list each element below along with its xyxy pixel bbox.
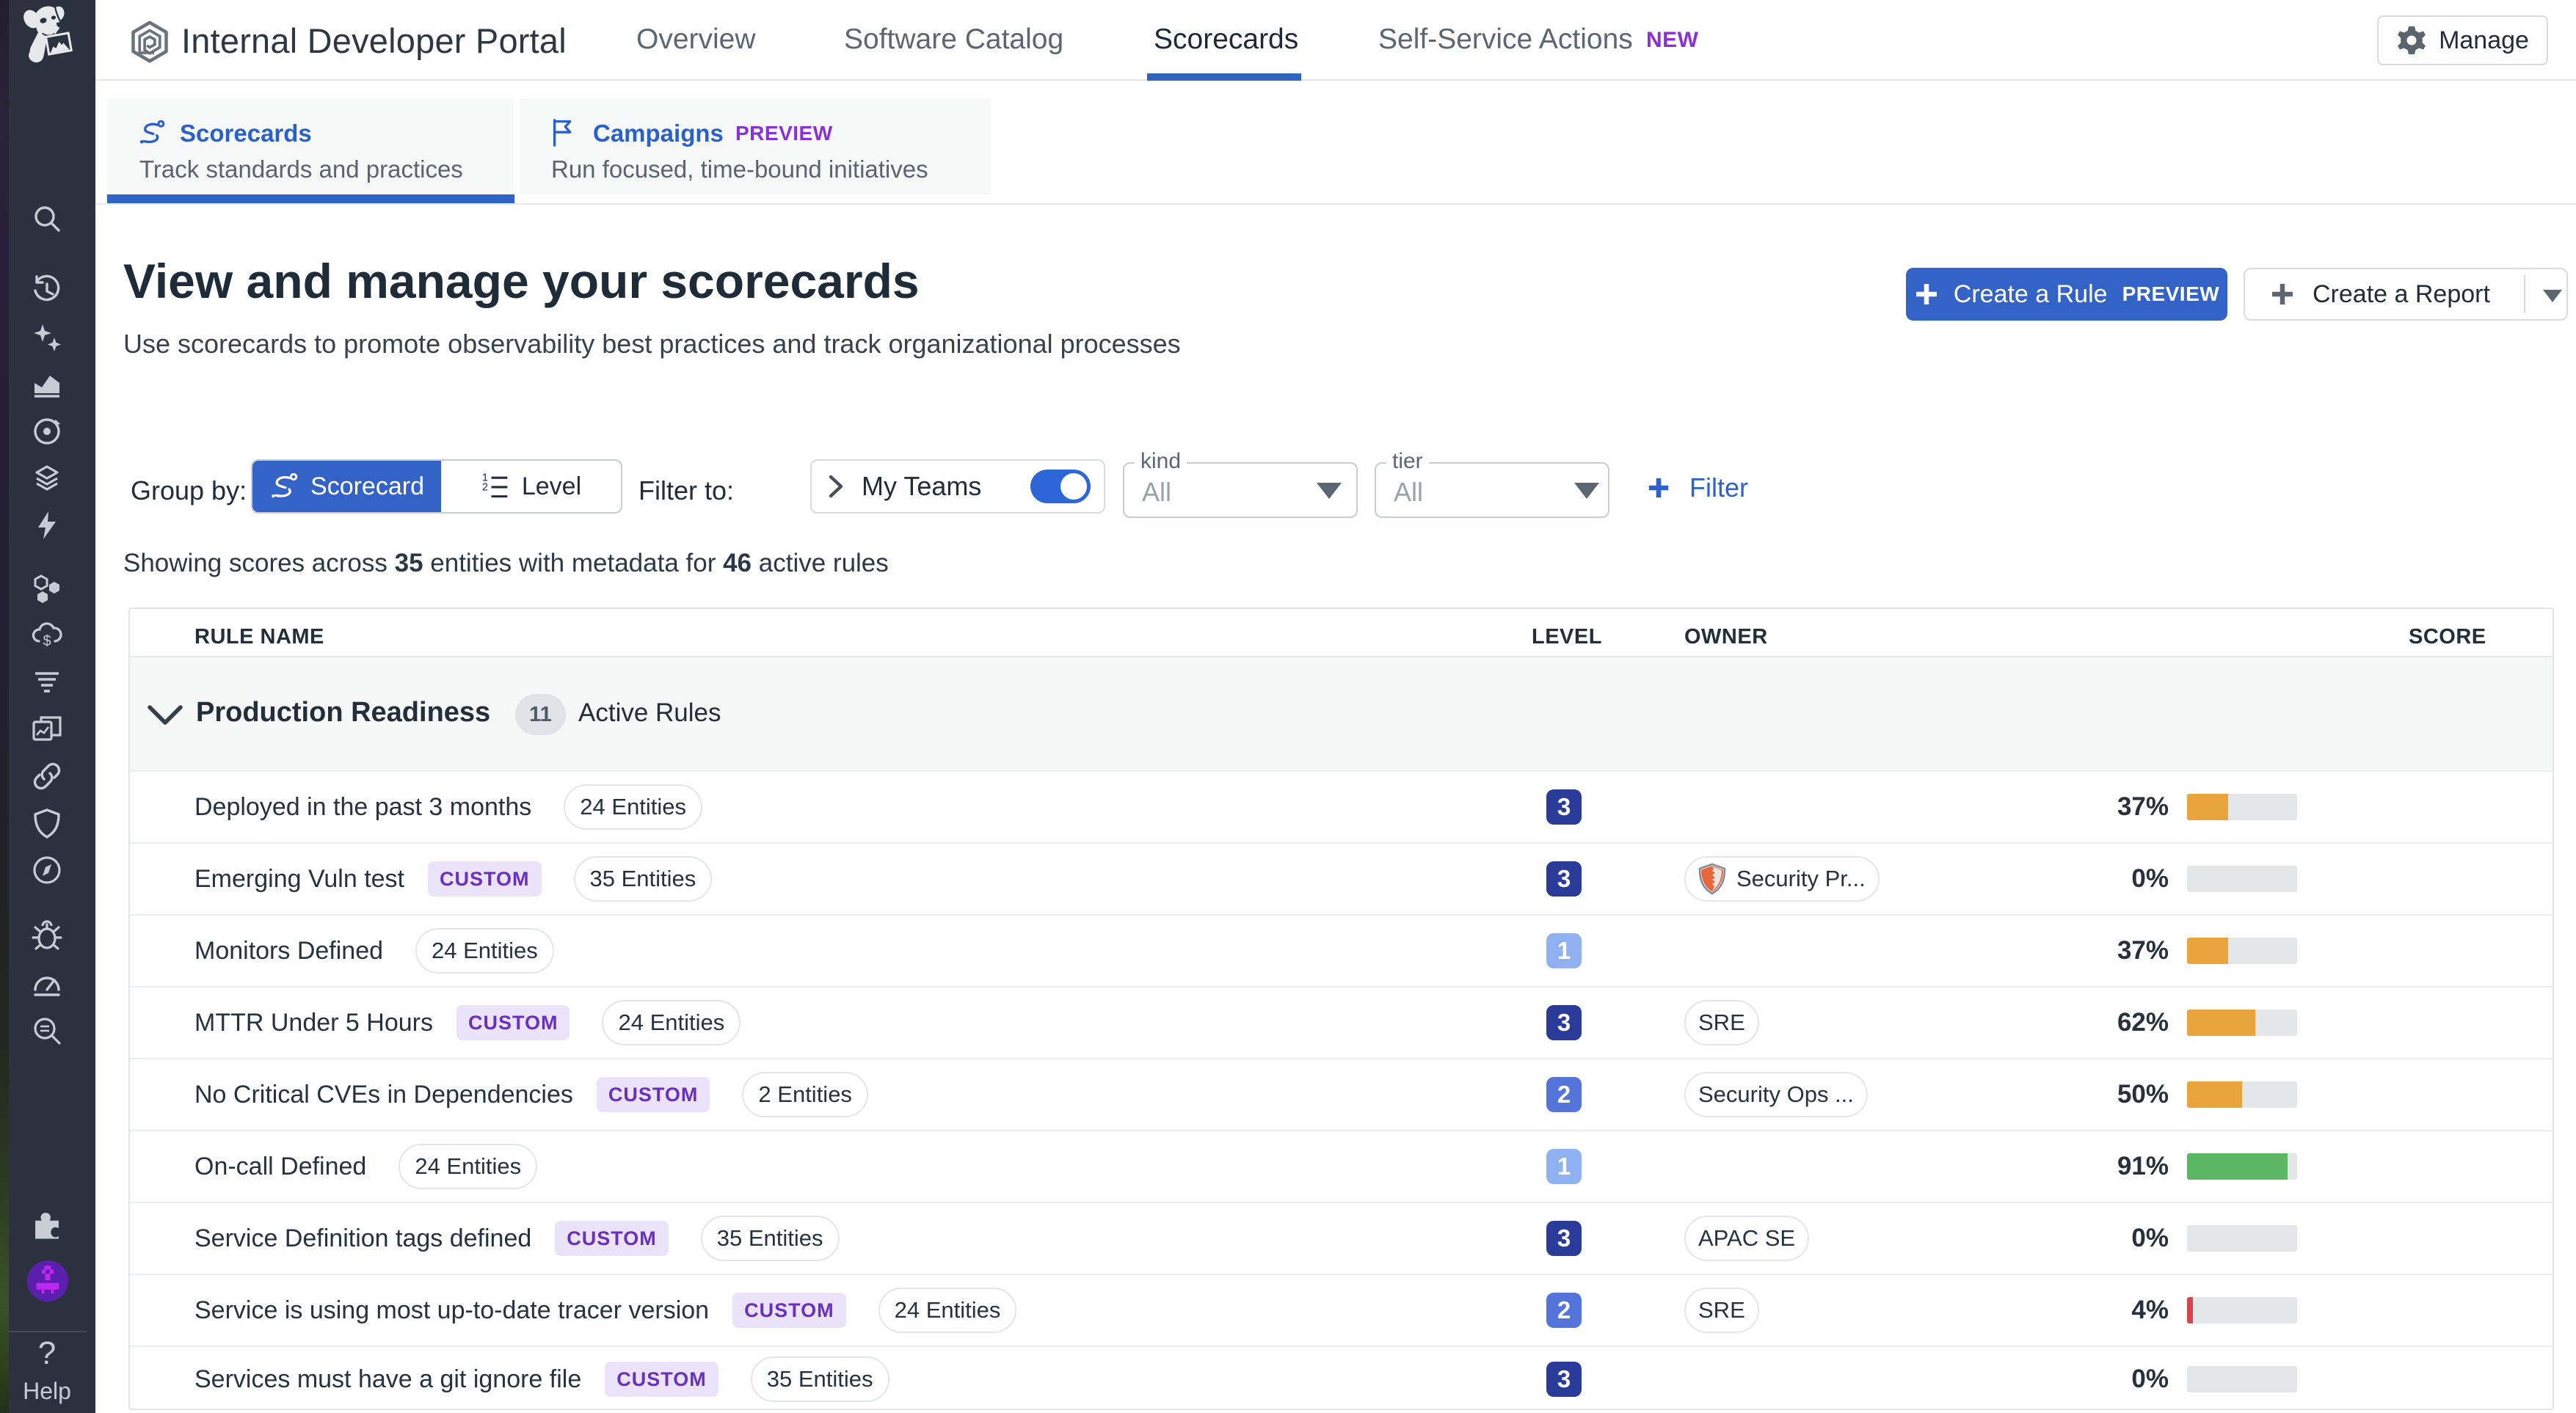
svg-text:$: $: [43, 633, 51, 649]
svg-text:1: 1: [482, 472, 488, 484]
svg-text:2: 2: [482, 481, 488, 493]
